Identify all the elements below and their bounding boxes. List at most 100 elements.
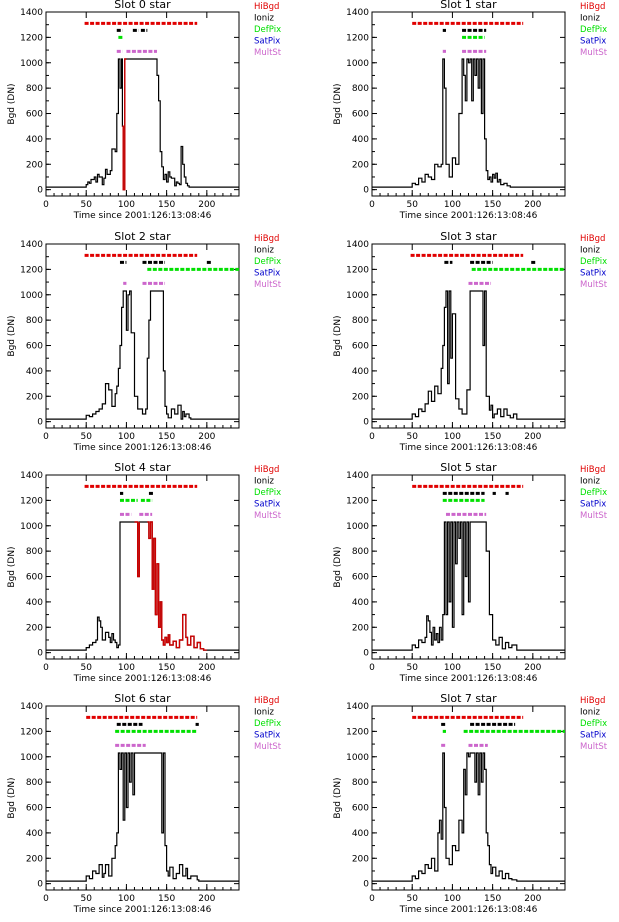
legend-satpix: SatPix — [580, 500, 606, 510]
y-tick-label: 400 — [26, 829, 43, 839]
chart-title: Slot 6 star — [114, 692, 171, 705]
legend-multst: MultSt — [254, 48, 282, 58]
y-tick-label: 400 — [352, 367, 369, 377]
chart-panel-slot-3: Slot 3 star HiBgd Ioniz DefPix SatPix MultSt 0… — [326, 230, 619, 460]
y-axis-label: Bgd (DN) — [333, 777, 343, 818]
x-tick-label: 150 — [158, 200, 175, 210]
x-tick-label: 200 — [198, 663, 215, 673]
x-tick-label: 100 — [118, 200, 135, 210]
x-tick-label: 200 — [198, 200, 215, 210]
legend-multst: MultSt — [580, 280, 608, 290]
chart-title: Slot 0 star — [114, 0, 171, 11]
legend-hibgd: HiBgd — [580, 234, 605, 244]
background-trace-flagged — [147, 521, 207, 651]
legend-hibgd: HiBgd — [580, 465, 605, 475]
legend-defpix: DefPix — [580, 719, 607, 729]
y-tick-label: 0 — [37, 186, 43, 196]
background-trace-flagged — [122, 58, 127, 191]
y-tick-label: 0 — [363, 649, 369, 659]
y-tick-label: 1000 — [20, 753, 43, 763]
x-axis-label: Time since 2001:126:13:08:46 — [73, 211, 212, 221]
plot-frame — [45, 243, 240, 429]
y-tick-label: 0 — [363, 880, 369, 890]
x-tick-label: 50 — [406, 894, 418, 904]
y-tick-label: 1000 — [346, 522, 369, 532]
x-axis-label: Time since 2001:126:13:08:46 — [73, 674, 212, 684]
legend-satpix: SatPix — [580, 37, 606, 47]
legend-hibgd: HiBgd — [254, 234, 279, 244]
chart-title: Slot 7 star — [440, 692, 497, 705]
y-axis-label: Bgd (DN) — [7, 777, 17, 818]
x-tick-label: 150 — [158, 432, 175, 442]
x-tick-label: 50 — [406, 200, 418, 210]
legend-defpix: DefPix — [580, 257, 607, 267]
chart-title: Slot 2 star — [114, 230, 171, 243]
chart-panel-slot-5: Slot 5 star HiBgd Ioniz DefPix SatPix MultSt 0… — [326, 461, 619, 691]
background-trace — [372, 521, 565, 651]
x-tick-label: 50 — [80, 894, 92, 904]
x-tick-label: 100 — [444, 894, 461, 904]
legend-multst: MultSt — [580, 742, 608, 752]
y-tick-label: 600 — [26, 804, 43, 814]
y-tick-label: 800 — [26, 778, 43, 788]
y-tick-label: 1200 — [346, 265, 369, 275]
legend-defpix: DefPix — [254, 719, 281, 729]
y-tick-label: 0 — [37, 418, 43, 428]
legend-hibgd: HiBgd — [580, 696, 605, 706]
x-tick-label: 200 — [198, 432, 215, 442]
chart-panel-slot-6: Slot 6 star HiBgd Ioniz DefPix SatPix MultSt 0… — [0, 692, 309, 922]
y-tick-label: 800 — [26, 547, 43, 557]
legend-ioniz: Ioniz — [580, 708, 600, 718]
x-tick-label: 200 — [524, 663, 541, 673]
y-tick-label: 1000 — [20, 59, 43, 69]
legend-multst: MultSt — [580, 511, 608, 521]
legend-hibgd: HiBgd — [580, 2, 605, 12]
y-tick-label: 0 — [37, 649, 43, 659]
y-tick-label: 1000 — [20, 291, 43, 301]
legend-satpix: SatPix — [254, 37, 280, 47]
x-tick-label: 0 — [369, 894, 375, 904]
y-tick-label: 200 — [26, 623, 43, 633]
x-tick-label: 100 — [444, 663, 461, 673]
plot-frame — [45, 11, 240, 197]
y-tick-label: 0 — [363, 418, 369, 428]
chart-title: Slot 5 star — [440, 461, 497, 474]
y-tick-label: 1400 — [20, 240, 43, 250]
y-tick-label: 800 — [26, 84, 43, 94]
x-tick-label: 150 — [484, 432, 501, 442]
x-tick-label: 50 — [80, 663, 92, 673]
x-axis-label: Time since 2001:126:13:08:46 — [399, 905, 538, 915]
y-tick-label: 800 — [352, 778, 369, 788]
y-axis-label: Bgd (DN) — [7, 546, 17, 587]
background-trace — [372, 752, 565, 882]
plot-frame — [45, 474, 240, 660]
x-tick-label: 0 — [43, 663, 49, 673]
y-tick-label: 1400 — [346, 471, 369, 481]
y-tick-label: 800 — [352, 547, 369, 557]
y-tick-label: 1400 — [346, 702, 369, 712]
chart-title: Slot 3 star — [440, 230, 497, 243]
plot-frame — [371, 705, 566, 891]
x-tick-label: 0 — [369, 663, 375, 673]
y-tick-label: 200 — [26, 854, 43, 864]
y-tick-label: 800 — [352, 316, 369, 326]
y-tick-label: 1200 — [20, 265, 43, 275]
y-tick-label: 600 — [26, 573, 43, 583]
legend-satpix: SatPix — [254, 500, 280, 510]
y-tick-label: 1000 — [346, 291, 369, 301]
legend-ioniz: Ioniz — [254, 246, 274, 256]
x-tick-label: 50 — [406, 663, 418, 673]
background-trace-flagged — [134, 521, 140, 578]
y-tick-label: 200 — [26, 160, 43, 170]
x-tick-label: 200 — [524, 200, 541, 210]
y-tick-label: 200 — [352, 854, 369, 864]
y-tick-label: 400 — [352, 829, 369, 839]
y-tick-label: 800 — [26, 316, 43, 326]
x-tick-label: 100 — [118, 663, 135, 673]
legend-hibgd: HiBgd — [254, 465, 279, 475]
legend-defpix: DefPix — [580, 25, 607, 35]
chart-title: Slot 1 star — [440, 0, 497, 11]
